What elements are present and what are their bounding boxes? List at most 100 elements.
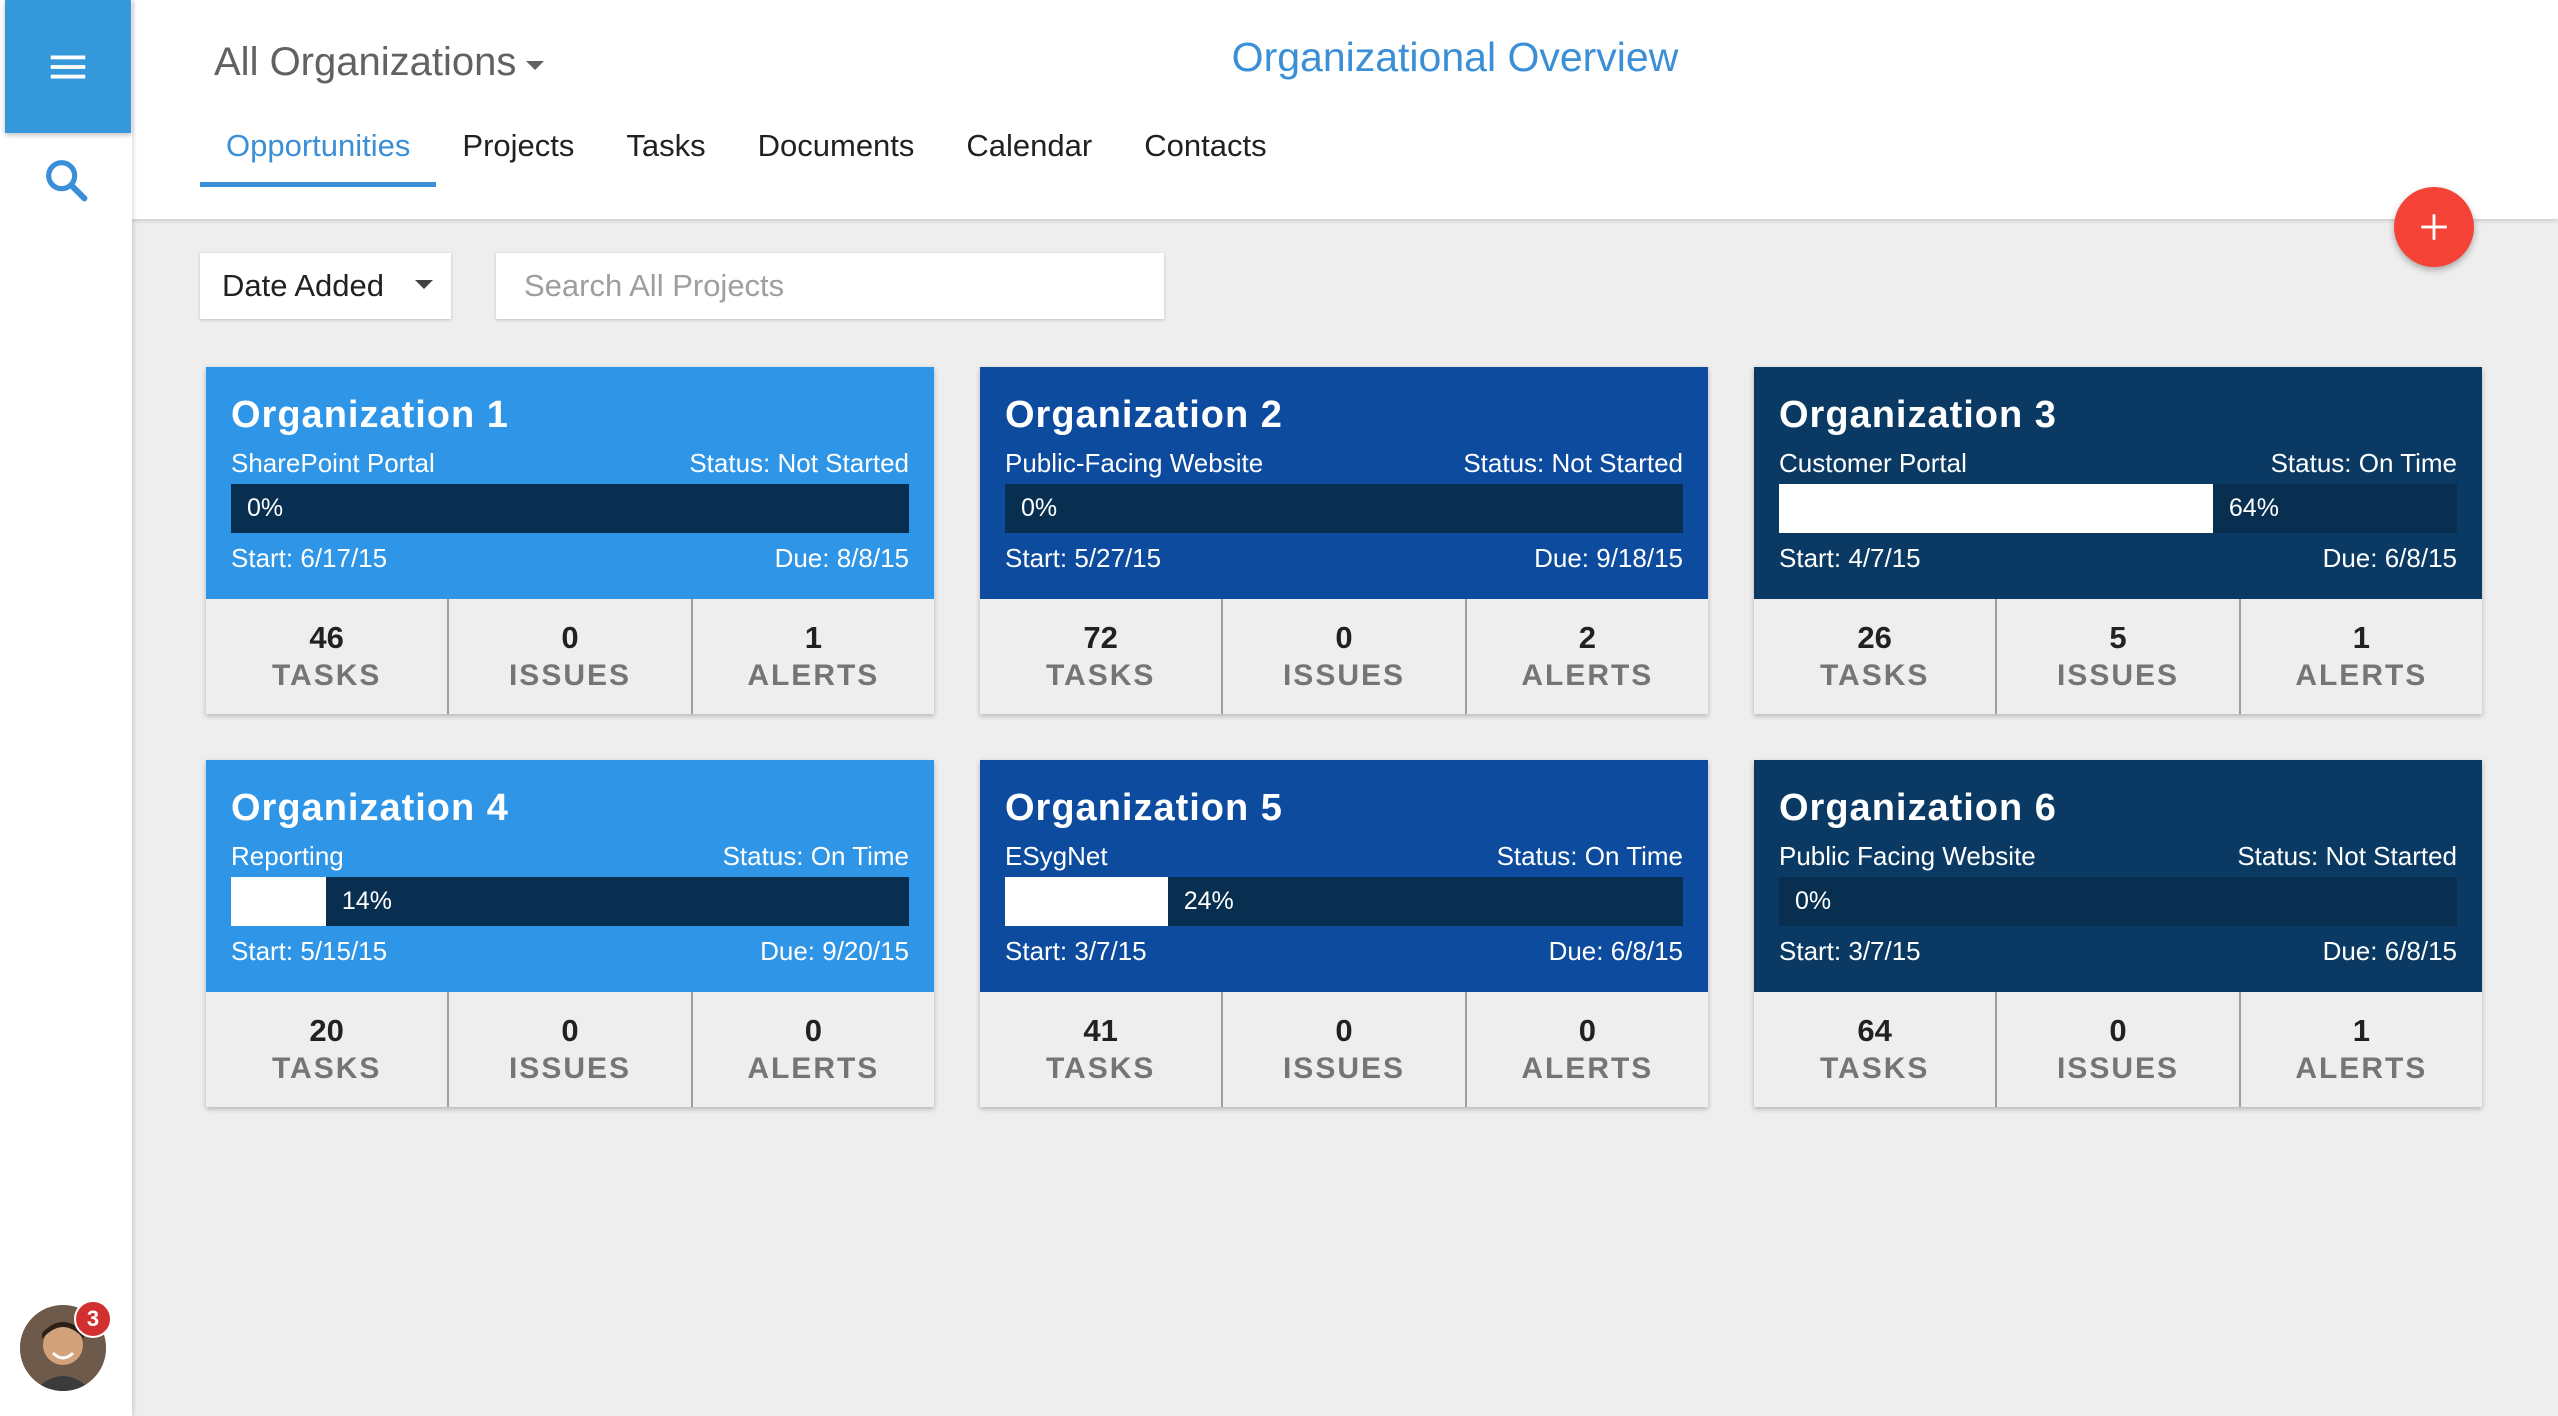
organization-card-1[interactable]: Organization 1 SharePoint Portal Status:…	[206, 367, 934, 714]
stat-issues-count: 0	[1335, 620, 1353, 655]
progress-bar: 0%	[1005, 484, 1683, 533]
card-project-name: Customer Portal	[1779, 448, 1967, 478]
card-due-date: Due: 6/8/15	[1548, 936, 1683, 966]
stat-issues[interactable]: 5 ISSUES	[1997, 599, 2241, 714]
organization-card-4[interactable]: Organization 4 Reporting Status: On Time…	[206, 760, 934, 1107]
stat-tasks[interactable]: 41 TASKS	[980, 992, 1224, 1107]
organization-selector-label: All Organizations	[214, 40, 517, 84]
tab-calendar[interactable]: Calendar	[966, 128, 1093, 163]
stat-issues[interactable]: 0 ISSUES	[1997, 992, 2241, 1107]
progress-label: 14%	[341, 887, 392, 915]
progress-bar: 0%	[231, 484, 909, 533]
stat-issues[interactable]: 0 ISSUES	[449, 992, 693, 1107]
stat-tasks[interactable]: 46 TASKS	[206, 599, 450, 714]
menu-button[interactable]	[5, 0, 131, 133]
tab-documents[interactable]: Documents	[757, 128, 915, 163]
stat-issues-label: ISSUES	[2056, 659, 2180, 692]
organization-card-2[interactable]: Organization 2 Public-Facing Website Sta…	[980, 367, 1708, 714]
organization-card-6[interactable]: Organization 6 Public Facing Website Sta…	[1754, 760, 2482, 1107]
stat-issues[interactable]: 0 ISSUES	[1223, 599, 1467, 714]
tab-opportunities[interactable]: Opportunities	[200, 118, 437, 187]
stat-alerts[interactable]: 1 ALERTS	[693, 599, 934, 714]
card-header: Organization 2 Public-Facing Website Sta…	[980, 367, 1708, 599]
stat-tasks[interactable]: 64 TASKS	[1754, 992, 1998, 1107]
stat-alerts-count: 1	[2352, 620, 2370, 655]
stat-issues-count: 0	[2109, 1013, 2127, 1048]
stat-tasks-label: TASKS	[271, 1052, 382, 1085]
card-stats: 64 TASKS 0 ISSUES 1 ALERTS	[1754, 992, 2482, 1107]
progress-label: 24%	[1183, 887, 1234, 915]
search-button[interactable]	[34, 148, 98, 212]
stat-tasks-count: 41	[1083, 1013, 1118, 1048]
search-projects-input[interactable]	[496, 253, 1164, 319]
notification-badge: 3	[74, 1300, 112, 1338]
tab-tasks[interactable]: Tasks	[626, 128, 706, 163]
stat-alerts-label: ALERTS	[1521, 1052, 1654, 1085]
stat-issues-count: 0	[1335, 1013, 1353, 1048]
card-title: Organization 4	[231, 787, 509, 829]
stat-alerts-count: 1	[2352, 1013, 2370, 1048]
stat-issues[interactable]: 0 ISSUES	[449, 599, 693, 714]
card-status: Status: Not Started	[689, 448, 909, 478]
organization-selector[interactable]: All Organizations	[214, 40, 545, 85]
tab-contacts[interactable]: Contacts	[1144, 128, 1267, 163]
organization-card-5[interactable]: Organization 5 ESygNet Status: On Time 2…	[980, 760, 1708, 1107]
card-due-date: Due: 6/8/15	[2322, 936, 2457, 966]
stat-tasks-label: TASKS	[271, 659, 382, 692]
progress-bar: 24%	[1005, 877, 1683, 926]
stat-tasks-count: 26	[1857, 620, 1892, 655]
progress-bar: 0%	[1779, 877, 2457, 926]
hamburger-menu-icon	[50, 55, 86, 78]
card-start-date: Start: 6/17/15	[231, 543, 388, 573]
stat-issues-label: ISSUES	[508, 659, 632, 692]
card-due-date: Due: 9/20/15	[760, 936, 909, 966]
card-start-date: Start: 3/7/15	[1005, 936, 1147, 966]
stat-issues-count: 0	[561, 620, 579, 655]
stat-alerts-label: ALERTS	[2295, 659, 2428, 692]
progress-fill	[1779, 484, 2213, 533]
card-due-date: Due: 6/8/15	[2322, 543, 2457, 573]
organization-card-3[interactable]: Organization 3 Customer Portal Status: O…	[1754, 367, 2482, 714]
stat-tasks-count: 20	[309, 1013, 344, 1048]
card-header: Organization 1 SharePoint Portal Status:…	[206, 367, 934, 599]
stat-alerts-count: 0	[1578, 1013, 1596, 1048]
card-status: Status: Not Started	[2237, 841, 2457, 871]
card-status: Status: On Time	[722, 841, 909, 871]
stat-alerts[interactable]: 1 ALERTS	[2241, 992, 2482, 1107]
stat-alerts-label: ALERTS	[747, 1052, 880, 1085]
tab-projects[interactable]: Projects	[462, 128, 575, 163]
card-start-date: Start: 4/7/15	[1779, 543, 1921, 573]
stat-tasks[interactable]: 20 TASKS	[206, 992, 450, 1107]
card-project-name: ESygNet	[1005, 841, 1108, 871]
card-due-date: Due: 9/18/15	[1534, 543, 1683, 573]
stat-tasks[interactable]: 26 TASKS	[1754, 599, 1998, 714]
card-start-date: Start: 5/15/15	[231, 936, 388, 966]
card-header: Organization 5 ESygNet Status: On Time 2…	[980, 760, 1708, 992]
add-button[interactable]	[2394, 187, 2474, 267]
stat-issues-count: 5	[2109, 620, 2127, 655]
stat-alerts[interactable]: 1 ALERTS	[2241, 599, 2482, 714]
stat-alerts[interactable]: 2 ALERTS	[1467, 599, 1708, 714]
user-avatar-button[interactable]: 3	[20, 1300, 112, 1395]
sort-select[interactable]: Date Added	[200, 253, 451, 319]
organization-card-grid: Organization 1 SharePoint Portal Status:…	[206, 367, 2482, 1107]
stat-tasks-label: TASKS	[1819, 1052, 1930, 1085]
stat-issues-label: ISSUES	[1282, 659, 1406, 692]
stat-issues-label: ISSUES	[2056, 1052, 2180, 1085]
stat-issues[interactable]: 0 ISSUES	[1223, 992, 1467, 1107]
card-title: Organization 3	[1779, 394, 2057, 436]
card-stats: 72 TASKS 0 ISSUES 2 ALERTS	[980, 599, 1708, 714]
caret-down-icon	[415, 280, 433, 289]
stat-alerts[interactable]: 0 ALERTS	[1467, 992, 1708, 1107]
card-title: Organization 6	[1779, 787, 2057, 829]
progress-fill	[231, 877, 326, 926]
card-start-date: Start: 3/7/15	[1779, 936, 1921, 966]
stat-tasks-count: 46	[309, 620, 344, 655]
stat-tasks[interactable]: 72 TASKS	[980, 599, 1224, 714]
stat-alerts[interactable]: 0 ALERTS	[693, 992, 934, 1107]
progress-label: 0%	[1021, 494, 1058, 522]
side-rail: 3	[0, 0, 132, 1416]
card-title: Organization 2	[1005, 394, 1283, 436]
card-stats: 46 TASKS 0 ISSUES 1 ALERTS	[206, 599, 934, 714]
caret-down-icon	[526, 61, 545, 70]
